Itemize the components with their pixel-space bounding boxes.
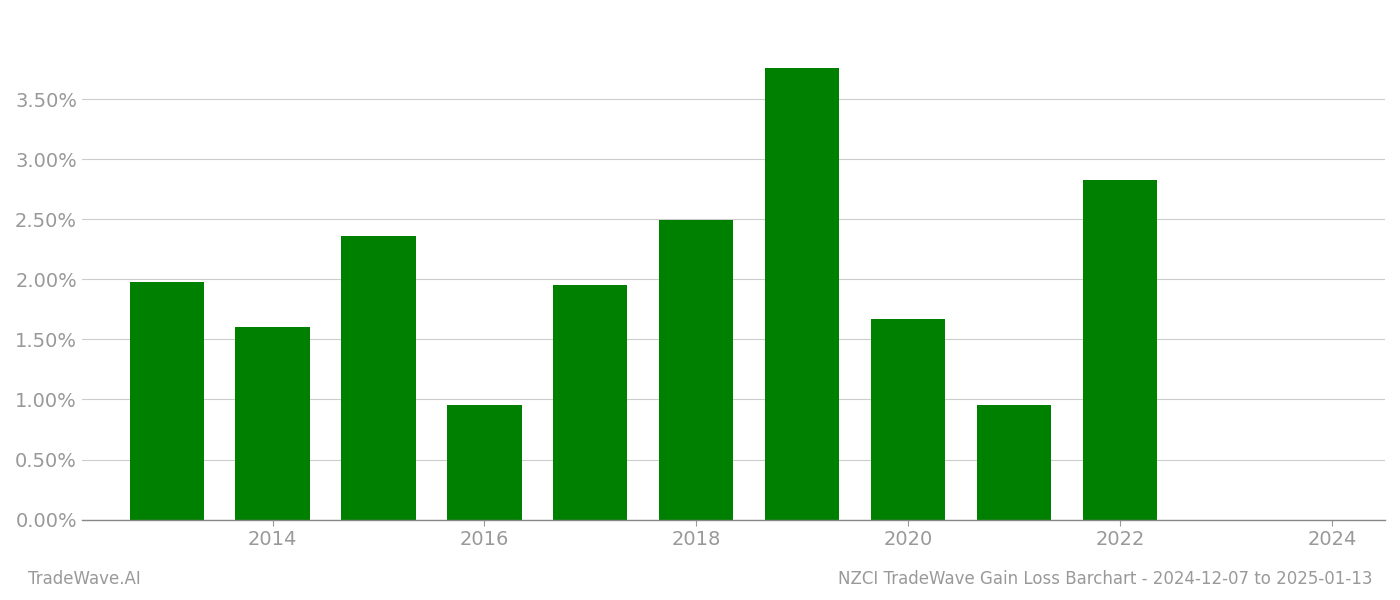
Bar bbox=[448, 406, 522, 520]
Bar bbox=[871, 319, 945, 520]
Text: NZCI TradeWave Gain Loss Barchart - 2024-12-07 to 2025-01-13: NZCI TradeWave Gain Loss Barchart - 2024… bbox=[837, 570, 1372, 588]
Bar bbox=[553, 286, 627, 520]
Bar bbox=[1084, 179, 1158, 520]
Bar bbox=[235, 328, 309, 520]
Bar bbox=[659, 220, 734, 520]
Bar bbox=[130, 282, 203, 520]
Bar bbox=[342, 236, 416, 520]
Text: TradeWave.AI: TradeWave.AI bbox=[28, 570, 141, 588]
Bar bbox=[977, 406, 1051, 520]
Bar bbox=[766, 68, 840, 520]
